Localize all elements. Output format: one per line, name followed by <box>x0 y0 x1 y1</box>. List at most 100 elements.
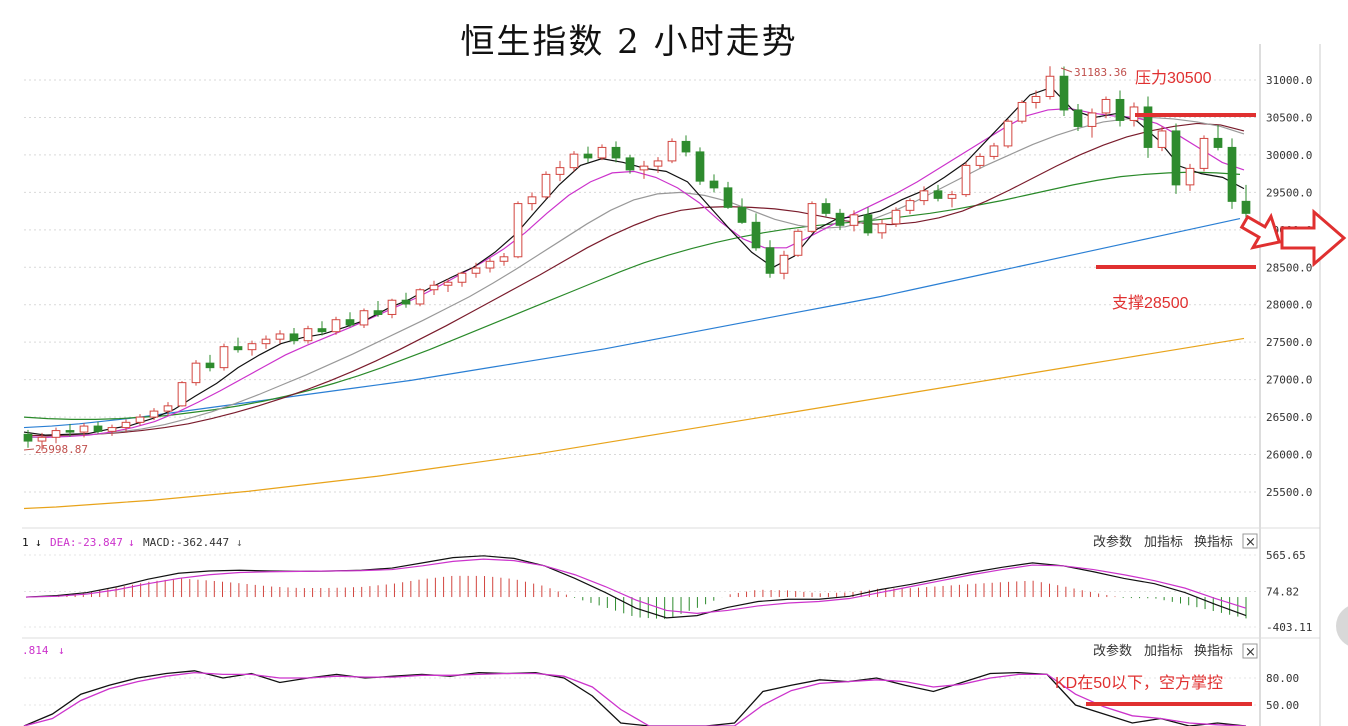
candle <box>93 421 103 434</box>
kd-btn-switch[interactable]: 换指标 <box>1194 644 1233 659</box>
candle <box>401 292 411 308</box>
dif-line <box>25 555 1247 619</box>
candle <box>751 213 761 251</box>
ma250-line <box>23 337 1245 510</box>
candle <box>1059 66 1069 116</box>
candle <box>485 258 495 273</box>
price-tick-label: 30500.0 <box>1266 111 1312 124</box>
candle-body <box>289 333 299 342</box>
candle-body <box>639 165 649 171</box>
candle-body <box>149 410 159 418</box>
candle-body <box>471 267 481 274</box>
candle <box>723 181 733 209</box>
candle-body <box>1213 137 1223 148</box>
candle <box>737 198 747 224</box>
candle-body <box>1101 98 1111 114</box>
candle-body <box>485 260 495 269</box>
candle-body <box>989 145 999 157</box>
candle <box>1087 108 1097 138</box>
candle <box>905 198 915 215</box>
kd-annotation: KD在50以下，空方掌控 <box>1055 674 1223 692</box>
price-tick-label: 31000.0 <box>1266 74 1312 87</box>
kd-tick-label: 50.00 <box>1266 699 1299 712</box>
candle-body <box>1157 130 1167 148</box>
macd-close-button[interactable] <box>1242 533 1258 549</box>
candle <box>947 190 957 208</box>
candle <box>289 327 299 345</box>
candle-body <box>821 203 831 214</box>
kd-axis: 80.00 50.00 <box>1266 672 1299 712</box>
kd-btn-params[interactable]: 改参数 <box>1093 643 1132 659</box>
kd-btn-add[interactable]: 加指标 <box>1144 644 1183 659</box>
candle <box>989 142 999 160</box>
candle <box>1031 90 1041 109</box>
candle-body <box>499 256 509 262</box>
macd-lines <box>25 555 1247 619</box>
candle <box>51 427 61 444</box>
price-tick-label: 25500.0 <box>1266 486 1312 499</box>
candle <box>247 340 257 356</box>
candle-body <box>1227 146 1237 202</box>
macd-btn-params[interactable]: 改参数 <box>1093 534 1132 550</box>
candle <box>835 208 845 230</box>
scroll-handle[interactable] <box>1336 604 1348 648</box>
candle <box>541 171 551 200</box>
candle <box>695 147 705 185</box>
candle <box>513 201 523 259</box>
candle <box>331 316 341 335</box>
candle-body <box>191 362 201 384</box>
macd-arrow-icon: ↓ <box>236 536 243 549</box>
candle <box>1101 96 1111 119</box>
macd-grid <box>24 554 1256 628</box>
candlesticks <box>23 66 1251 451</box>
candle <box>303 325 313 344</box>
candle-body <box>135 416 145 423</box>
candle-body <box>947 194 957 199</box>
candle <box>373 300 383 317</box>
candle-body <box>443 281 453 286</box>
macd-tick-label: 565.65 <box>1266 549 1306 562</box>
candle-body <box>1087 112 1097 127</box>
candle-body <box>751 221 761 249</box>
candle-body <box>23 433 33 442</box>
ma20-line <box>24 116 1245 438</box>
candle-body <box>415 289 425 305</box>
dea-arrow-icon: ↓ <box>128 536 135 549</box>
candle-body <box>1045 75 1055 97</box>
kd-close-button[interactable] <box>1242 643 1258 659</box>
candle-body <box>177 382 187 407</box>
candle-body <box>681 140 691 153</box>
candle-body <box>905 200 915 211</box>
candle-body <box>583 153 593 159</box>
candle-body <box>121 421 131 429</box>
candle-body <box>891 209 901 225</box>
macd-label: MACD:-362.447 <box>143 536 229 549</box>
candle <box>261 335 271 349</box>
candle-body <box>849 214 859 226</box>
candle-body <box>625 157 635 171</box>
macd-btn-add[interactable]: 加指标 <box>1144 535 1183 550</box>
candle-body <box>597 146 607 159</box>
candle-body <box>261 338 271 345</box>
candle <box>219 343 229 371</box>
candle <box>877 219 887 239</box>
candle <box>1073 103 1083 131</box>
candle <box>429 280 439 295</box>
candle <box>1143 96 1153 158</box>
resistance-label: 压力30500 <box>1135 69 1212 87</box>
moving-average-lines <box>23 86 1245 510</box>
candle-body <box>93 425 103 432</box>
candle <box>1045 66 1055 100</box>
candle <box>961 162 971 197</box>
candle-body <box>653 160 663 167</box>
candle <box>625 154 635 174</box>
candle-body <box>1017 101 1027 122</box>
ma10-line <box>23 107 1245 438</box>
candle-body <box>1003 120 1013 147</box>
candle-body <box>65 430 75 433</box>
candle <box>611 141 621 163</box>
candle <box>457 271 467 287</box>
macd-btn-switch[interactable]: 换指标 <box>1194 535 1233 550</box>
candle-body <box>1059 75 1069 111</box>
price-axis: 31000.030500.030000.029500.029000.028500… <box>1266 74 1312 499</box>
